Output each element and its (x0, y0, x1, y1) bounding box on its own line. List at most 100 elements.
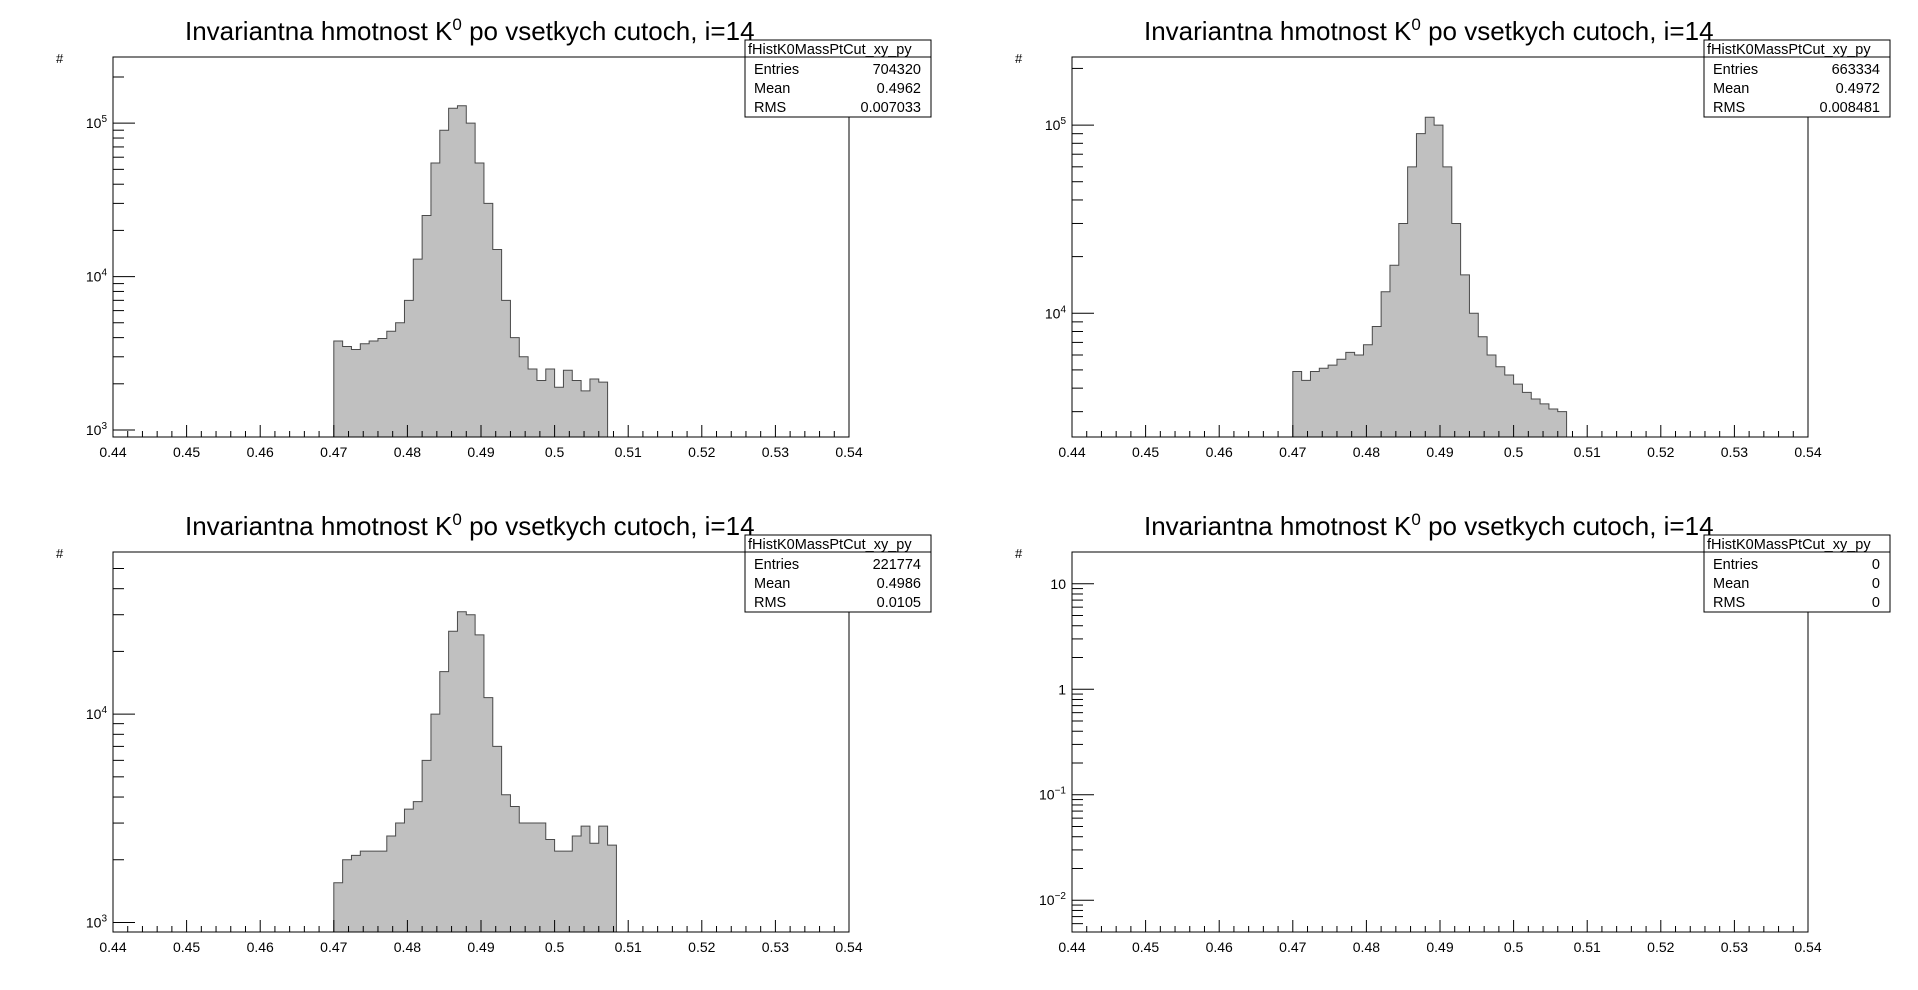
stats-mean-label: Mean (1713, 81, 1749, 97)
y-tick-exponent: 4 (101, 705, 107, 716)
y-tick-label-text: 105 (1045, 116, 1067, 133)
x-tick-label: 0.47 (320, 444, 347, 460)
y-tick-exponent: 5 (101, 114, 107, 125)
histogram-pad-1: 0.44 0.45 0.46 0.47 0.48 0.49 0.5 0.51 0.52 0.53 0… (0, 0, 959, 495)
y-tick-base: 10 (1050, 576, 1066, 592)
chart-title-rest: po vsetkych cutoch, i=14 (462, 16, 755, 46)
y-tick-base: 10 (86, 914, 102, 930)
x-tick-label: 0.5 (1504, 444, 1524, 460)
histogram-bars (1292, 116, 1568, 438)
y-tick-exponent: 3 (101, 421, 107, 432)
x-tick-label: 0.48 (394, 444, 421, 460)
stats-entries-value: 0 (1872, 557, 1880, 573)
stats-entries-label: Entries (1713, 557, 1758, 573)
stats-mean-value: 0.4972 (1836, 81, 1880, 97)
histogram-pad-3: 0.44 0.45 0.46 0.47 0.48 0.49 0.5 0.51 0.52 0.53 0… (0, 495, 959, 990)
chart-title-main: Invariantna hmotnost K (1144, 511, 1412, 541)
y-tick-base: 10 (1045, 305, 1061, 321)
histogram-chart-3: 0.44 0.45 0.46 0.47 0.48 0.49 0.5 0.51 0.52 0.53 0… (56, 510, 932, 955)
stats-title: fHistK0MassPtCut_xy_py (1707, 42, 1871, 58)
chart-title: Invariantna hmotnost K0 po vsetkych cuto… (185, 15, 755, 46)
x-tick-label: 0.45 (1132, 444, 1159, 460)
x-tick-label: 0.46 (1206, 444, 1233, 460)
x-tick-label: 0.54 (835, 939, 862, 955)
y-tick-label-text: 103 (86, 421, 108, 438)
stats-box (744, 534, 932, 613)
stats-entries-value: 704320 (873, 62, 921, 78)
y-tick-exponent: 4 (1060, 304, 1066, 315)
stats-entries-label: Entries (1713, 62, 1758, 78)
x-tick-label: 0.5 (545, 939, 565, 955)
x-tick-label: 0.53 (762, 444, 789, 460)
x-tick-label: 0.48 (1353, 939, 1380, 955)
chart-title-superscript: 0 (452, 510, 461, 529)
y-tick-exponent: 5 (1060, 116, 1066, 127)
stats-box (744, 39, 932, 118)
x-tick-label: 0.47 (1279, 939, 1306, 955)
chart-title-superscript: 0 (1411, 15, 1420, 34)
y-tick-label: 104 (86, 705, 108, 722)
histogram-bars (333, 105, 609, 438)
x-tick-label: 0.45 (173, 444, 200, 460)
x-tick-label: 0.47 (320, 939, 347, 955)
stats-mean-value: 0.4986 (877, 576, 921, 592)
y-tick-label: 104 (1045, 304, 1067, 321)
y-tick-label: 105 (1045, 116, 1067, 133)
stats-entries-label: Entries (754, 557, 799, 573)
y-tick-base: 10 (86, 422, 102, 438)
y-tick-label: 105 (86, 114, 108, 131)
stats-mean-label: Mean (1713, 576, 1749, 592)
stats-rms-value: 0.007033 (861, 100, 921, 116)
y-tick-base: 10 (86, 115, 102, 131)
stats-entries-value: 221774 (873, 557, 921, 573)
y-tick-label-text: 104 (86, 705, 108, 722)
stats-mean-label: Mean (754, 576, 790, 592)
y-tick-exponent: 3 (101, 913, 107, 924)
x-tick-label: 0.47 (1279, 444, 1306, 460)
x-tick-label: 0.51 (1574, 939, 1601, 955)
chart-title-superscript: 0 (1411, 510, 1420, 529)
histogram-chart-4: 0.44 0.45 0.46 0.47 0.48 0.49 0.5 0.51 0.52 0.53 0… (1015, 510, 1891, 955)
y-axis-label: # (1015, 51, 1023, 66)
y-tick-base: 1 (1058, 681, 1066, 697)
stats-rms-label: RMS (754, 100, 786, 116)
histogram-bars (333, 611, 617, 933)
x-tick-label: 0.49 (467, 939, 494, 955)
stats-entries-value: 663334 (1832, 62, 1880, 78)
x-tick-label: 0.45 (173, 939, 200, 955)
histogram-pad-2: 0.44 0.45 0.46 0.47 0.48 0.49 0.5 0.51 0.52 0.53 0… (959, 0, 1918, 495)
x-tick-label: 0.53 (762, 939, 789, 955)
y-tick-base: 10 (86, 269, 102, 285)
chart-title-main: Invariantna hmotnost K (185, 511, 453, 541)
stats-title: fHistK0MassPtCut_xy_py (748, 42, 912, 58)
x-tick-label: 0.45 (1132, 939, 1159, 955)
stats-mean-value: 0 (1872, 576, 1880, 592)
x-tick-label: 0.44 (99, 444, 126, 460)
y-tick-label-text: 103 (86, 913, 108, 930)
y-tick-base: 10 (86, 706, 102, 722)
y-tick-label: 103 (86, 421, 108, 438)
x-tick-label: 0.48 (394, 939, 421, 955)
y-tick-label-text: 1 (1058, 681, 1066, 697)
y-tick-label: 104 (86, 268, 108, 285)
x-tick-label: 0.5 (545, 444, 565, 460)
y-tick-label-text: 104 (1045, 304, 1067, 321)
x-tick-label: 0.49 (467, 444, 494, 460)
x-tick-label: 0.54 (1794, 444, 1821, 460)
x-tick-label: 0.48 (1353, 444, 1380, 460)
chart-title: Invariantna hmotnost K0 po vsetkych cuto… (1144, 15, 1714, 46)
chart-title-main: Invariantna hmotnost K (1144, 16, 1412, 46)
y-tick-base: 10 (1045, 117, 1061, 133)
y-tick-exponent: 4 (101, 268, 107, 279)
chart-title-superscript: 0 (452, 15, 461, 34)
stats-box (1703, 534, 1891, 613)
y-tick-exponent: −2 (1055, 891, 1067, 902)
x-tick-label: 0.51 (615, 444, 642, 460)
stats-rms-value: 0 (1872, 595, 1880, 611)
x-tick-label: 0.52 (1647, 939, 1674, 955)
stats-rms-label: RMS (754, 595, 786, 611)
stats-entries-label: Entries (754, 62, 799, 78)
stats-mean-value: 0.4962 (877, 81, 921, 97)
histogram-pad-4: 0.44 0.45 0.46 0.47 0.48 0.49 0.5 0.51 0.52 0.53 0… (959, 495, 1918, 990)
x-tick-label: 0.53 (1721, 939, 1748, 955)
